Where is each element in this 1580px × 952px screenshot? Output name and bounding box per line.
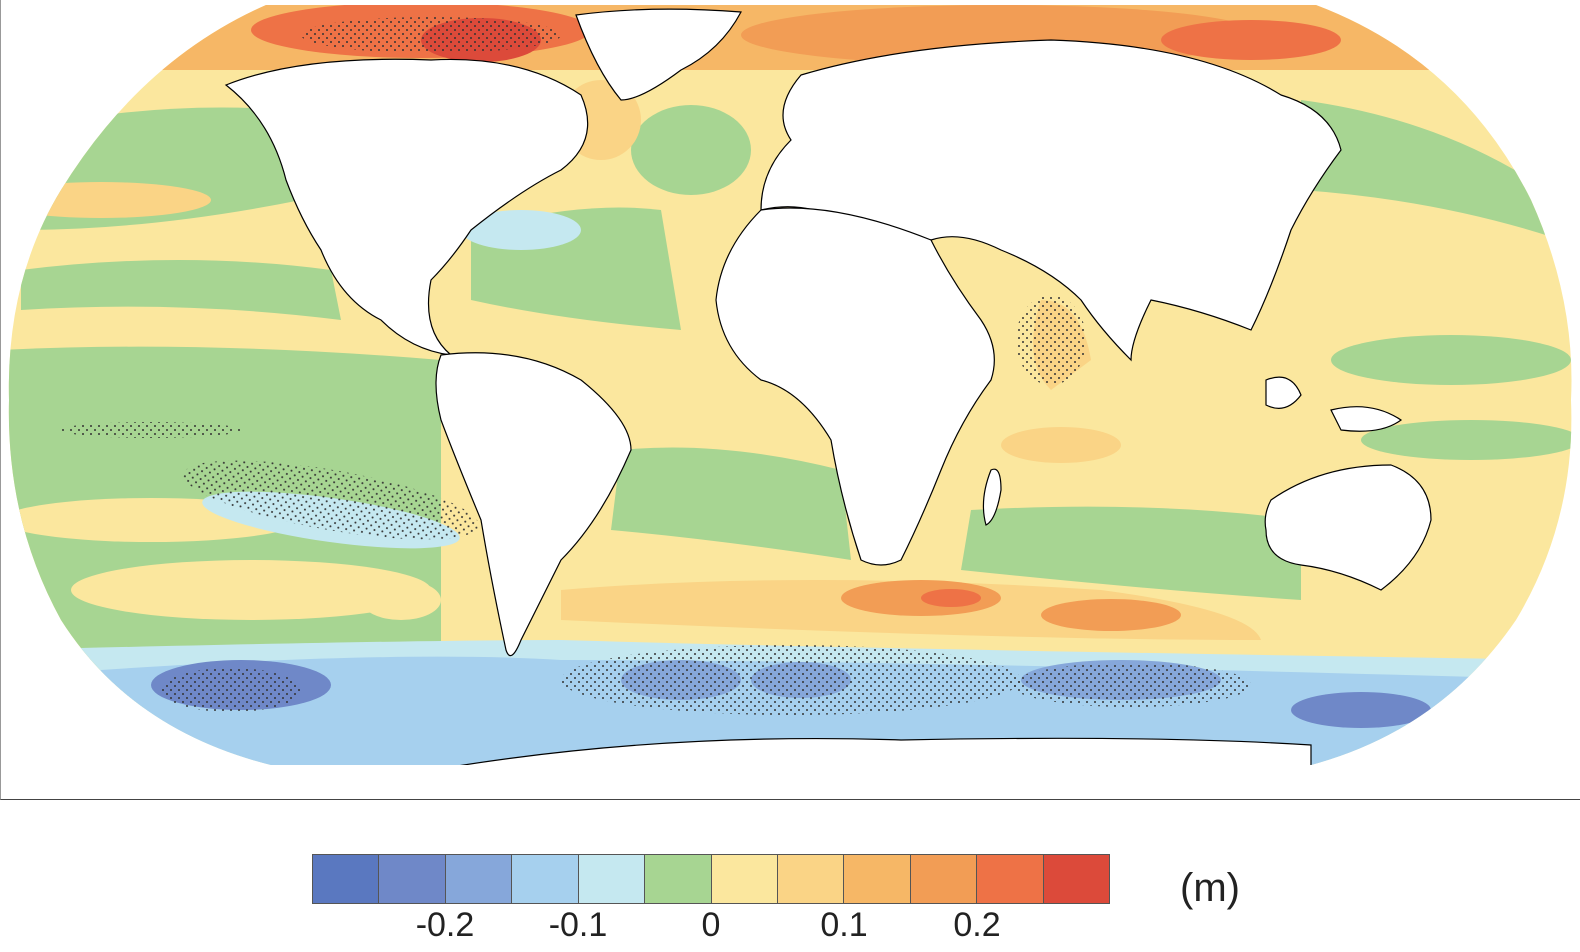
colorbar-swatch [1043, 855, 1110, 903]
colorbar-swatch [977, 855, 1044, 903]
colorbar-swatch [711, 855, 778, 903]
world-map [8, 5, 1572, 765]
colorbar-tick-label: 0.1 [820, 906, 868, 944]
units-label: (m) [1180, 866, 1240, 910]
colorbar-swatch [512, 855, 579, 903]
ocean-field [8, 5, 1572, 765]
colorbar-swatch [379, 855, 446, 903]
colorbar-tick-label: -0.1 [548, 906, 608, 944]
colorbar-tick-label: 0.2 [953, 906, 1001, 944]
colorbar [312, 854, 1110, 904]
colorbar-tick-label: 0 [701, 906, 721, 944]
colorbar-swatch [445, 855, 513, 903]
colorbar-swatch [645, 855, 712, 903]
map-frame [0, 0, 1580, 800]
colorbar-swatch [578, 855, 646, 903]
colorbar-tick-label: -0.2 [415, 906, 475, 944]
colorbar-swatch [910, 855, 978, 903]
land [224, 8, 1432, 765]
colorbar-swatch [844, 855, 911, 903]
colorbar-swatch [313, 855, 380, 903]
colorbar-swatch [777, 855, 845, 903]
